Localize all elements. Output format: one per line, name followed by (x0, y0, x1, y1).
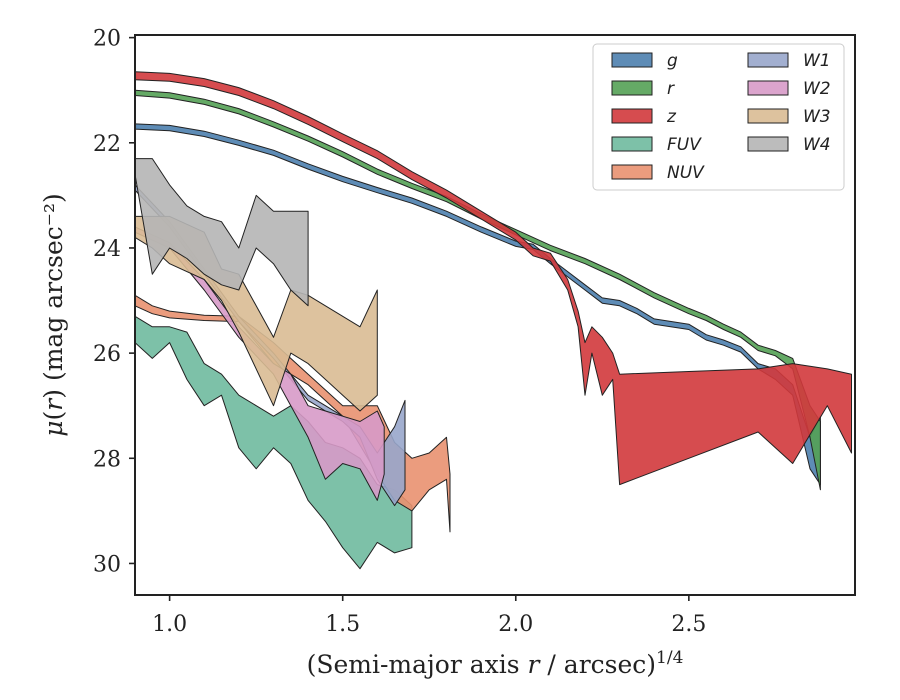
y-axis-label: μ(r) (mag arcsec⁻²) (39, 193, 68, 436)
legend-swatch-z (611, 108, 653, 124)
x-tick-label: 1.5 (325, 612, 360, 637)
legend-label-w2: W2 (803, 79, 831, 99)
legend-swatch-w1 (747, 52, 789, 68)
y-tick-label: 26 (93, 342, 121, 367)
legend-label-w1: W1 (803, 51, 831, 71)
legend-label-nuv: NUV (667, 163, 705, 183)
legend: grz FUV NUV W1 W2 W3 W4 (592, 43, 845, 191)
x-tick-label: 2.0 (498, 612, 533, 637)
band-r (135, 89, 821, 491)
x-tick-label: 2.5 (671, 612, 706, 637)
legend-label-z: z (666, 107, 677, 127)
y-tick-label: 24 (93, 237, 121, 262)
x-axis-label: (Semi-major axis r / arcsec)1/4 (307, 648, 684, 679)
legend-label-w4: W4 (803, 135, 831, 155)
legend-label-w3: W3 (803, 107, 831, 127)
legend-swatch-w2 (747, 80, 789, 96)
legend-label-g: g (667, 51, 678, 71)
band-z (135, 71, 852, 486)
y-tick-label: 30 (93, 552, 121, 577)
band-fuv (135, 315, 413, 570)
tick-layer: 1.0 1.5 2.0 2.5 20 22 24 26 28 30 (93, 27, 706, 637)
y-tick-label: 22 (93, 132, 121, 157)
y-tick-label: 20 (93, 27, 121, 52)
legend-swatch-r (611, 80, 653, 96)
legend-label-fuv: FUV (667, 135, 702, 155)
x-tick-label: 1.0 (152, 612, 187, 637)
band-layer (135, 71, 852, 570)
legend-swatch-w4 (747, 136, 789, 152)
y-tick-label: 28 (93, 447, 121, 472)
legend-swatch-g (611, 52, 653, 68)
legend-label-r: r (667, 79, 675, 99)
legend-swatch-fuv (611, 136, 653, 152)
legend-swatch-w3 (747, 108, 789, 124)
band-w4 (135, 158, 309, 307)
legend-swatch-nuv (611, 164, 653, 180)
plot-frame (134, 34, 856, 596)
